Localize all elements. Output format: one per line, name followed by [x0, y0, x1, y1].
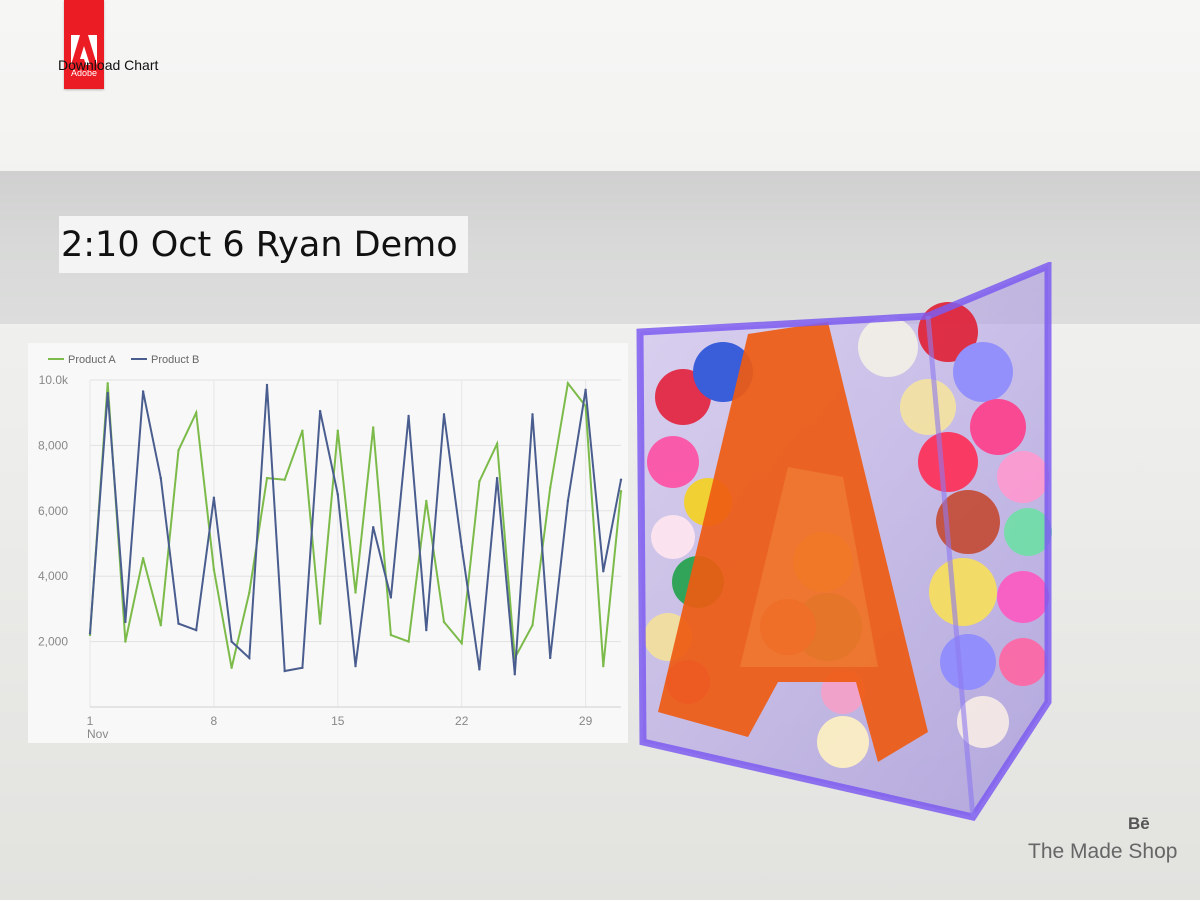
- y-tick-label: 4,000: [38, 569, 68, 583]
- x-tick-label: 29: [579, 714, 593, 728]
- data-point: [301, 666, 304, 669]
- data-point: [283, 669, 286, 673]
- behance-mark: Bē: [1128, 814, 1150, 833]
- data-point: [619, 478, 623, 481]
- data-point: [141, 557, 145, 560]
- data-point: [177, 449, 180, 452]
- data-point: [301, 429, 304, 432]
- data-point: [549, 486, 552, 490]
- data-point: [478, 668, 481, 671]
- data-point: [566, 499, 570, 503]
- legend-label: Product A: [68, 354, 116, 366]
- data-point: [584, 388, 587, 392]
- adobe-balloon-cube-image: [636, 262, 1052, 821]
- data-point: [531, 413, 534, 416]
- data-point: [425, 499, 428, 503]
- y-tick-label: 2,000: [38, 635, 68, 649]
- data-point: [478, 480, 481, 483]
- data-point: [495, 442, 499, 445]
- data-point: [283, 478, 286, 481]
- title-box: 2:10 Oct 6 Ryan Demo: [59, 216, 468, 273]
- logo-word: Adobe: [70, 68, 98, 78]
- data-point: [460, 642, 463, 645]
- data-point: [407, 640, 410, 643]
- data-point: [531, 624, 534, 627]
- data-point: [124, 640, 127, 643]
- data-point: [141, 390, 145, 393]
- data-point: [495, 476, 499, 480]
- data-point: [407, 414, 410, 418]
- data-point: [248, 591, 251, 594]
- data-point: [425, 628, 428, 632]
- data-point: [549, 656, 552, 660]
- data-point: [442, 620, 446, 624]
- data-point: [230, 666, 233, 669]
- data-point: [88, 632, 92, 635]
- x-tick-label: 8: [211, 714, 218, 728]
- x-sublabel: Nov: [87, 727, 108, 741]
- data-point: [460, 545, 463, 548]
- data-point: [389, 596, 393, 599]
- y-tick-label: 8,000: [38, 438, 68, 452]
- x-tick-label: 1: [87, 714, 94, 728]
- data-point: [318, 409, 322, 413]
- data-point: [566, 382, 570, 385]
- data-point: [124, 620, 127, 624]
- adobe-a-icon: [71, 35, 97, 65]
- data-point: [336, 429, 339, 432]
- data-point: [619, 489, 623, 493]
- data-point: [602, 664, 605, 668]
- adobe-logo: Adobe: [64, 0, 104, 89]
- data-point: [602, 570, 605, 573]
- data-point: [159, 624, 162, 627]
- y-tick-label: 10.0k: [39, 373, 69, 387]
- data-point: [195, 411, 198, 414]
- data-point: [354, 591, 357, 594]
- line-chart: 2,000 4,000 6,000 8,000 10.0k 1 8 15 22 29 Nov Prod…: [38, 354, 623, 741]
- data-point: [354, 664, 357, 668]
- studio-credit: The Made Shop: [1028, 840, 1178, 863]
- download-chart-link[interactable]: Download Chart: [58, 57, 159, 73]
- data-point: [372, 525, 375, 529]
- x-tick-label: 15: [331, 714, 345, 728]
- data-point: [265, 383, 269, 387]
- data-point: [106, 391, 109, 395]
- data-point: [106, 382, 109, 385]
- data-point: [318, 622, 322, 625]
- data-point: [159, 476, 162, 480]
- data-point: [195, 628, 198, 632]
- data-point: [230, 640, 233, 643]
- data-point: [372, 426, 375, 429]
- data-point: [389, 633, 393, 637]
- data-point: [513, 673, 516, 676]
- data-point: [177, 622, 180, 625]
- data-point: [248, 656, 251, 660]
- data-point: [336, 493, 339, 496]
- data-point: [212, 496, 216, 499]
- data-point: [442, 413, 446, 416]
- legend-label: Product B: [151, 354, 199, 366]
- data-point: [265, 476, 269, 480]
- x-tick-label: 22: [455, 714, 469, 728]
- line-chart-panel: 2,000 4,000 6,000 8,000 10.0k 1 8 15 22 29 Nov Prod…: [28, 343, 628, 743]
- y-tick-label: 6,000: [38, 504, 68, 518]
- page-title: 2:10 Oct 6 Ryan Demo: [61, 225, 458, 265]
- data-point: [212, 568, 216, 571]
